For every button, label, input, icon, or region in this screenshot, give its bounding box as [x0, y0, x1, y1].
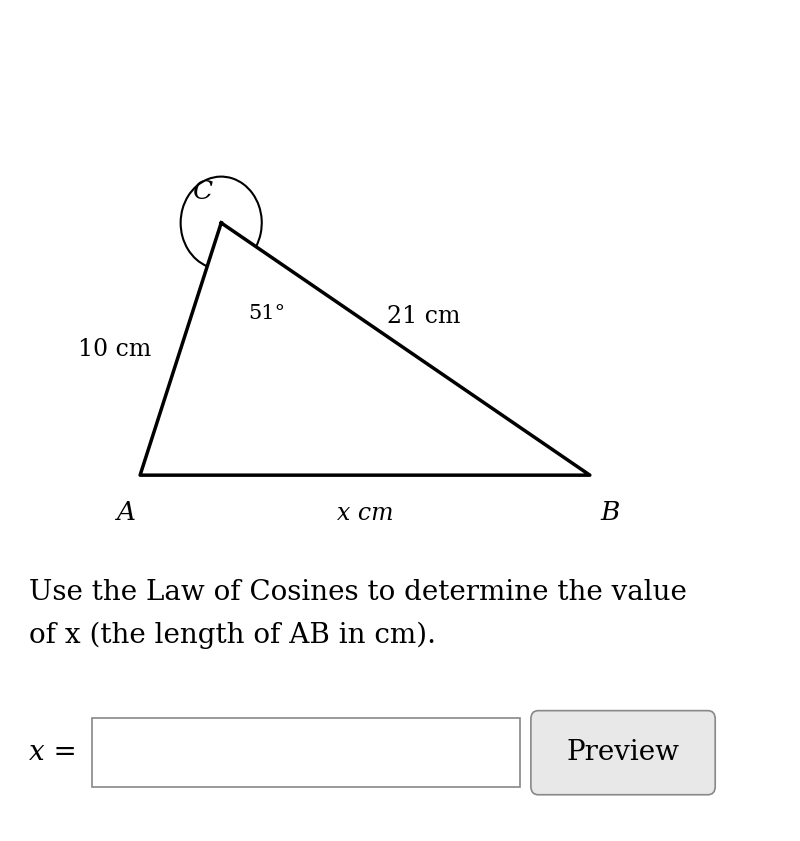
Text: of x (the length of AB in cm).: of x (the length of AB in cm).: [30, 621, 437, 648]
Text: Use the Law of Cosines to determine the value: Use the Law of Cosines to determine the …: [30, 579, 687, 606]
Text: 10 cm: 10 cm: [78, 337, 151, 361]
FancyBboxPatch shape: [92, 718, 520, 787]
Text: x cm: x cm: [337, 502, 394, 525]
Text: 21 cm: 21 cm: [387, 305, 461, 328]
Text: x =: x =: [30, 739, 78, 766]
Text: B: B: [601, 500, 620, 526]
FancyBboxPatch shape: [531, 711, 715, 795]
Text: C: C: [193, 179, 213, 204]
Text: 51°: 51°: [248, 304, 286, 323]
Text: Preview: Preview: [566, 739, 679, 766]
Text: Consider the triangle shown below where: Consider the triangle shown below where: [32, 29, 620, 56]
Text: A: A: [116, 500, 135, 526]
Text: m∠C = 51°, b = 10 cm, and a = 21 cm.: m∠C = 51°, b = 10 cm, and a = 21 cm.: [32, 91, 587, 118]
